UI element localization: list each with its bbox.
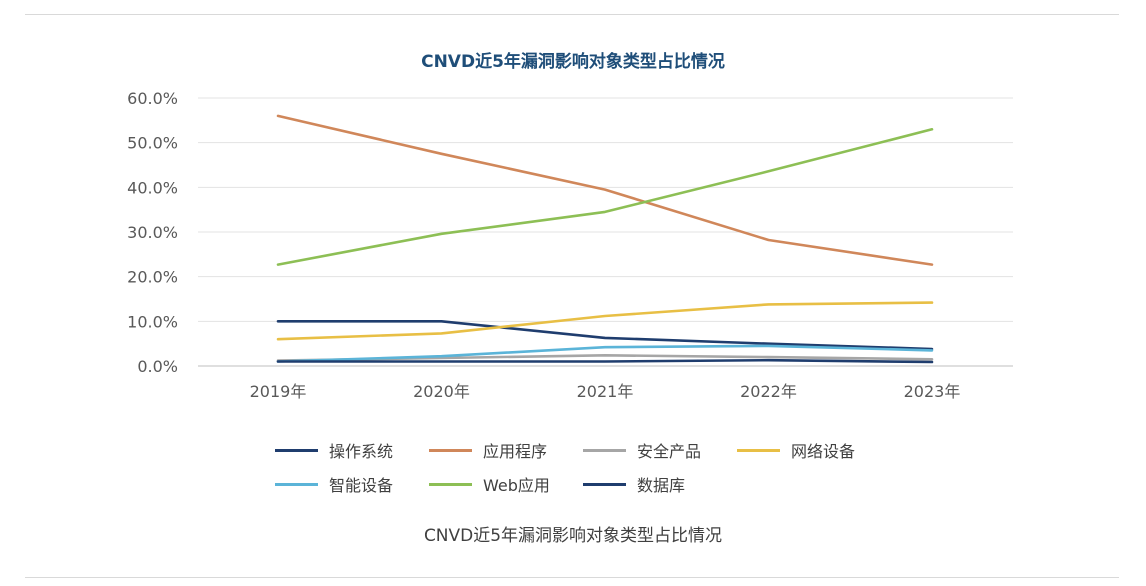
series-line (276, 114, 934, 266)
legend-swatch (429, 482, 472, 486)
legend-item: 数据库 (583, 472, 737, 496)
y-tick-label: 0.0% (137, 357, 178, 376)
legend-item: 应用程序 (429, 438, 583, 462)
x-tick-label: 2022年 (740, 382, 797, 401)
series-line (276, 319, 934, 351)
legend-swatch (275, 482, 318, 486)
chart-title: CNVD近5年漏洞影响对象类型占比情况 (421, 52, 725, 72)
series-line (276, 358, 934, 364)
x-tick-label: 2023年 (904, 382, 961, 401)
legend-swatch (583, 448, 626, 452)
legend: 操作系统 应用程序 安全产品 网络设备 智能设备 Web应用 数据库 (275, 433, 915, 501)
top-divider (25, 14, 1119, 15)
legend-item: 操作系统 (275, 438, 429, 462)
y-tick-label: 60.0% (127, 89, 178, 108)
y-tick-label: 50.0% (127, 134, 178, 153)
legend-item: 网络设备 (737, 438, 891, 462)
legend-item: 智能设备 (275, 472, 429, 496)
legend-label: 智能设备 (329, 476, 394, 495)
legend-row: 智能设备 Web应用 数据库 (275, 467, 915, 501)
legend-item: 安全产品 (583, 438, 737, 462)
x-tick-label: 2020年 (413, 382, 470, 401)
legend-swatch (737, 448, 780, 452)
legend-row: 操作系统 应用程序 安全产品 网络设备 (275, 433, 915, 467)
legend-label: 操作系统 (329, 442, 394, 461)
legend-label: 数据库 (637, 476, 686, 495)
legend-label: 网络设备 (791, 442, 856, 461)
line-chart: 0.0% 10.0% 20.0% 30.0% 40.0% 50.0% 60.0% 2019年 2… (127, 89, 1013, 401)
legend-label: 安全产品 (637, 442, 702, 461)
y-tick-label: 30.0% (127, 223, 178, 242)
y-tick-label: 20.0% (127, 268, 178, 287)
bottom-divider (25, 577, 1119, 578)
y-tick-label: 40.0% (127, 178, 178, 197)
legend-label: 应用程序 (483, 442, 548, 461)
y-tick-label: 10.0% (127, 312, 178, 331)
series-line (276, 344, 934, 363)
legend-swatch (429, 448, 472, 452)
series-line (276, 301, 934, 341)
legend-swatch (275, 448, 318, 452)
series-line (276, 128, 934, 266)
figure-caption: CNVD近5年漏洞影响对象类型占比情况 (423, 526, 723, 546)
legend-label: Web应用 (483, 476, 550, 495)
legend-item: Web应用 (429, 472, 583, 496)
x-tick-label: 2019年 (250, 382, 307, 401)
legend-swatch (583, 482, 626, 486)
x-tick-label: 2021年 (577, 382, 634, 401)
